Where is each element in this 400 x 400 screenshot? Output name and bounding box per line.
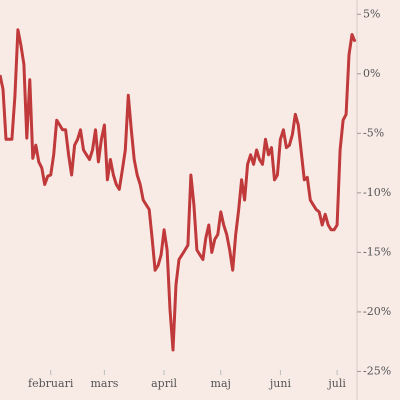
- y-tick-label: -5%: [363, 126, 384, 139]
- x-tick-label: juni: [268, 377, 292, 390]
- x-tick-label: juli: [326, 377, 346, 390]
- x-tick-label: april: [151, 377, 177, 390]
- x-tick-label: februari: [28, 377, 74, 390]
- y-tick-label: -20%: [363, 305, 391, 318]
- y-tick-label: 0%: [363, 67, 380, 80]
- x-tick-label: maj: [211, 377, 231, 390]
- data-line: [0, 28, 357, 352]
- y-tick-label: -10%: [363, 186, 391, 199]
- y-tick-label: -25%: [363, 364, 391, 377]
- x-tick-label: mars: [90, 377, 118, 390]
- y-tick-label: 5%: [363, 7, 380, 20]
- y-tick-label: -15%: [363, 245, 391, 258]
